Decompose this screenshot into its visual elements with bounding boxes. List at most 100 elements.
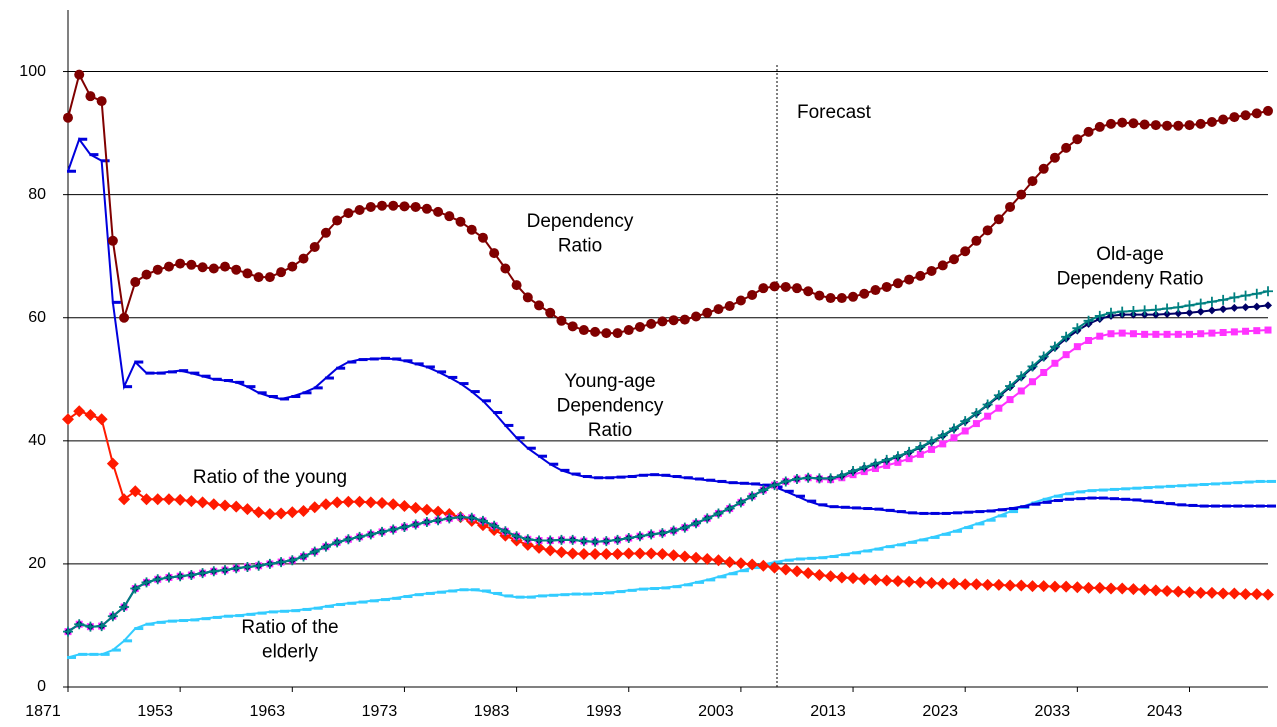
point — [1162, 120, 1173, 131]
point — [1076, 490, 1086, 494]
point — [1263, 286, 1273, 297]
point — [302, 391, 312, 395]
point — [252, 506, 265, 519]
point — [196, 496, 209, 509]
point — [724, 301, 735, 312]
point — [1219, 328, 1227, 336]
point — [656, 548, 669, 561]
point — [1098, 488, 1108, 492]
x-tick-label: 1871 — [25, 703, 61, 720]
point — [1061, 331, 1072, 342]
point — [995, 404, 1003, 412]
point — [914, 576, 927, 589]
point — [1083, 126, 1094, 137]
point — [829, 555, 839, 559]
point — [1085, 336, 1093, 344]
point — [567, 534, 578, 545]
point — [928, 445, 936, 453]
point — [167, 370, 177, 374]
point — [353, 495, 366, 508]
point — [896, 510, 906, 514]
point — [1184, 120, 1195, 131]
point — [123, 385, 133, 389]
point — [1154, 485, 1164, 489]
point — [1250, 588, 1263, 601]
point — [477, 515, 488, 526]
point — [253, 272, 264, 283]
point — [1177, 484, 1187, 488]
point — [1037, 580, 1050, 593]
point — [1053, 494, 1063, 498]
point — [982, 225, 993, 236]
point — [623, 325, 634, 336]
point — [1076, 497, 1086, 501]
point — [212, 377, 222, 381]
point — [1139, 305, 1150, 316]
point — [1206, 117, 1217, 128]
point — [874, 547, 884, 551]
point — [1016, 371, 1027, 382]
point — [1082, 581, 1095, 594]
point — [717, 575, 727, 579]
point — [908, 540, 918, 544]
point — [560, 468, 570, 472]
point — [1143, 486, 1153, 490]
point — [779, 563, 792, 576]
point — [111, 648, 121, 652]
x-tick-label: 2043 — [1147, 703, 1183, 720]
point — [916, 450, 924, 458]
point — [601, 328, 612, 339]
point — [724, 503, 735, 514]
point — [246, 385, 256, 389]
point — [791, 283, 802, 294]
point — [728, 572, 738, 576]
point — [152, 574, 163, 585]
point — [672, 585, 682, 589]
point — [717, 479, 727, 483]
point — [1244, 504, 1254, 508]
point — [410, 201, 421, 212]
point — [1229, 112, 1240, 123]
point — [421, 203, 432, 214]
point — [683, 476, 693, 480]
point — [1065, 497, 1075, 501]
point — [1105, 307, 1116, 318]
point — [937, 430, 948, 441]
point — [1208, 329, 1216, 337]
point — [444, 211, 455, 222]
annotation: Dependeny Ratio — [1057, 269, 1204, 290]
point — [634, 321, 645, 332]
point — [1150, 120, 1161, 131]
point — [1195, 298, 1206, 309]
point — [257, 611, 267, 615]
point — [859, 462, 870, 473]
point — [459, 382, 469, 386]
point — [470, 390, 480, 394]
point — [840, 553, 850, 557]
point — [919, 511, 929, 515]
point — [836, 470, 847, 481]
point — [869, 573, 882, 586]
point — [1005, 381, 1016, 392]
point — [981, 578, 994, 591]
point — [369, 599, 379, 603]
y-tick-label: 100 — [19, 63, 46, 80]
point — [702, 307, 713, 318]
y-tick-label: 60 — [28, 309, 46, 326]
point — [544, 544, 557, 557]
point — [466, 512, 477, 523]
point — [152, 264, 163, 275]
point — [993, 390, 1004, 401]
point — [1233, 504, 1243, 508]
point — [377, 200, 388, 211]
point — [622, 547, 635, 560]
point — [701, 552, 714, 565]
point — [67, 169, 76, 173]
point — [858, 573, 871, 586]
point — [605, 476, 615, 480]
point — [1042, 497, 1052, 501]
point — [89, 652, 99, 656]
point — [582, 475, 592, 479]
point — [863, 549, 873, 553]
